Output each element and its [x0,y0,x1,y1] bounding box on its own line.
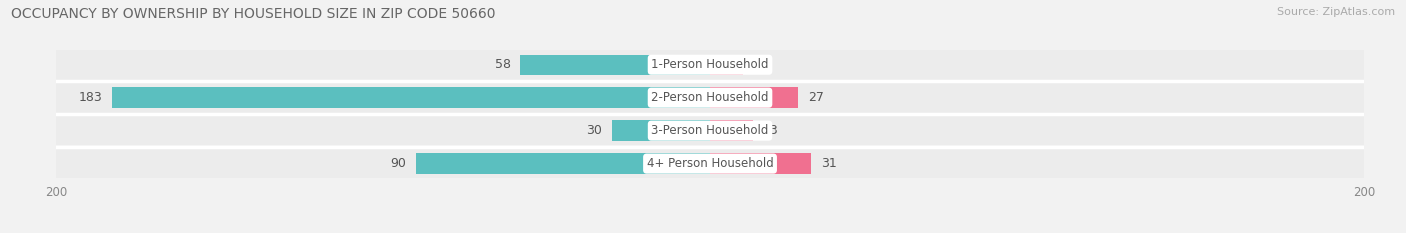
Text: 90: 90 [389,157,406,170]
Bar [56,83,1364,113]
Text: 31: 31 [821,157,837,170]
Text: 58: 58 [495,58,510,71]
Text: 10: 10 [752,58,769,71]
Bar [710,153,811,174]
Bar [710,120,752,141]
Text: OCCUPANCY BY OWNERSHIP BY HOUSEHOLD SIZE IN ZIP CODE 50660: OCCUPANCY BY OWNERSHIP BY HOUSEHOLD SIZE… [11,7,496,21]
Bar [56,149,1364,178]
Text: 13: 13 [762,124,778,137]
Text: 183: 183 [79,91,103,104]
Bar [520,55,710,75]
Text: 27: 27 [808,91,824,104]
Text: 1-Person Household: 1-Person Household [651,58,769,71]
Bar [612,120,710,141]
Text: Source: ZipAtlas.com: Source: ZipAtlas.com [1277,7,1395,17]
Bar [710,87,799,108]
Text: 2-Person Household: 2-Person Household [651,91,769,104]
Bar [416,153,710,174]
Bar [710,55,742,75]
Bar [112,87,710,108]
Bar [56,116,1364,145]
Bar [56,50,1364,79]
Text: 30: 30 [586,124,602,137]
Text: 4+ Person Household: 4+ Person Household [647,157,773,170]
Text: 3-Person Household: 3-Person Household [651,124,769,137]
